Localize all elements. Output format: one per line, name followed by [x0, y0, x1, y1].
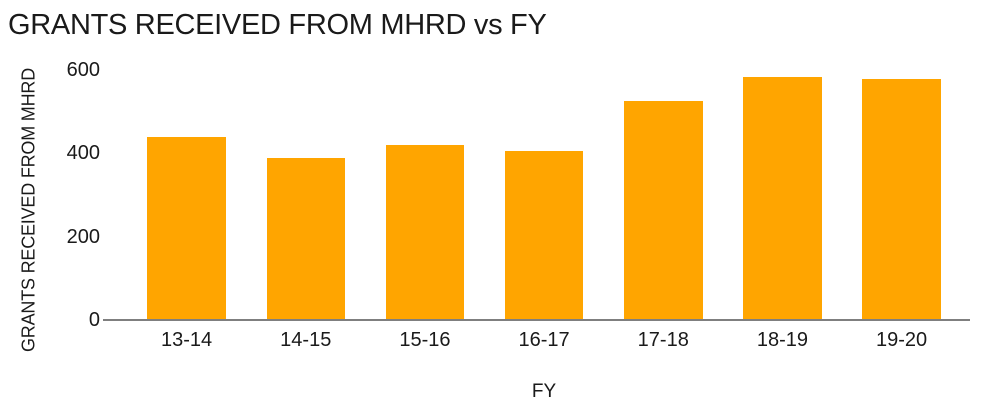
bar-16-17: [504, 151, 584, 320]
x-tick-label-15-16: 15-16: [399, 329, 451, 351]
bar-19-20: [862, 79, 941, 320]
x-tick-label-18-19: 18-19: [756, 329, 808, 351]
y-tick-label-200: 200: [66, 225, 100, 248]
x-axis-title: FY: [531, 381, 557, 402]
x-tick-label-16-17: 16-17: [518, 329, 570, 351]
bar-15-16: [385, 145, 465, 320]
bar-13-14: [147, 136, 226, 320]
x-tick-label-17-18: 17-18: [637, 329, 689, 351]
y-tick-label-600: 600: [66, 59, 100, 81]
x-tick-label-19-20: 19-20: [876, 329, 928, 351]
chart-title: GRANTS RECEIVED FROM MHRD vs FY: [8, 9, 547, 41]
bar-14-15: [266, 157, 345, 320]
x-axis-line: [103, 319, 970, 321]
y-axis-title: GRANTS RECEIVED FROM MHRD: [18, 67, 39, 353]
y-tick-label-400: 400: [66, 142, 100, 165]
x-tick-label-13-14: 13-14: [161, 329, 213, 351]
bar-17-18: [624, 101, 703, 320]
y-tick-label-0: 0: [88, 309, 100, 331]
x-tick-label-14-15: 14-15: [280, 329, 332, 351]
bar-18-19: [743, 77, 822, 320]
